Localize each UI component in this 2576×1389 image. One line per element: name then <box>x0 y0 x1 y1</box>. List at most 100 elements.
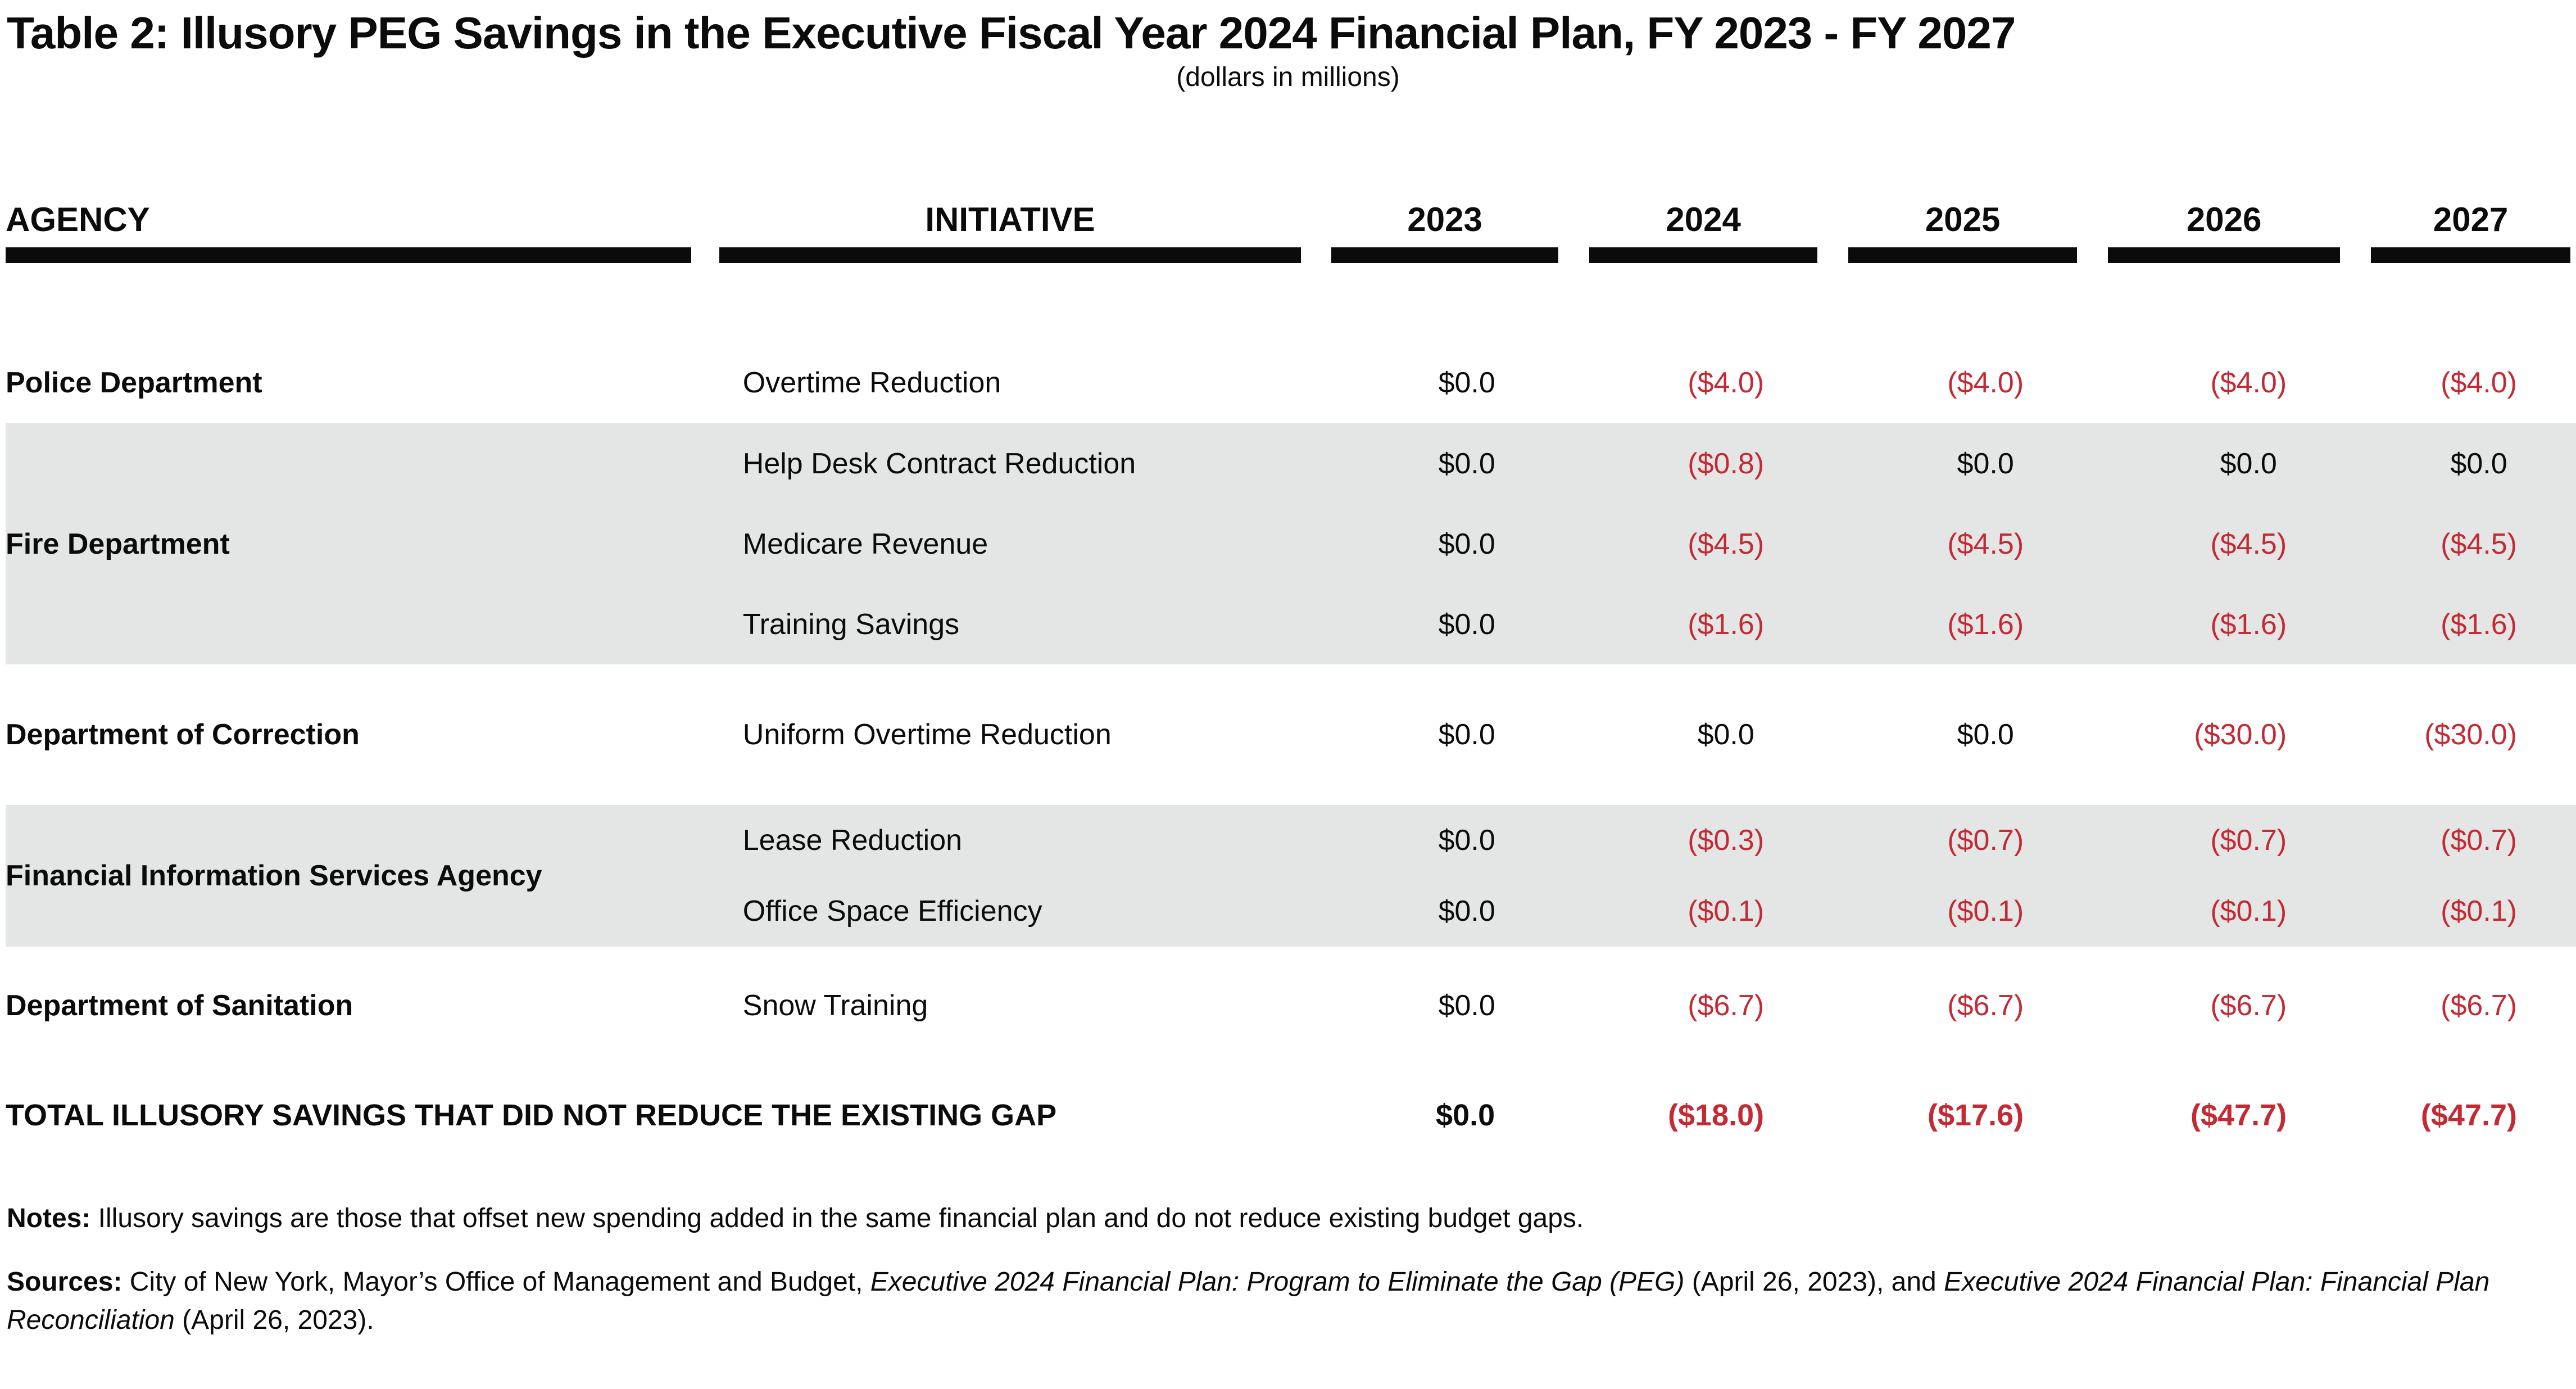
column-header-initiative: INITIATIVE <box>719 92 1331 264</box>
value-cell: $0.0) <box>2108 423 2371 504</box>
value-cell: $0.0) <box>1438 366 1495 399</box>
table-row: Fire Department Help Desk Contract Reduct… <box>6 423 2576 665</box>
agency-label: Financial Information Services Agency <box>6 805 719 947</box>
column-header-label: 2023 <box>1407 201 1482 239</box>
sources-segment: (April 26, 2023). <box>174 1305 374 1336</box>
sources-label: Sources: <box>7 1267 123 1297</box>
value-cell: ($4.0) <box>1947 366 2024 399</box>
value-cell: ($1.6) <box>1589 584 1849 665</box>
header-underline: AGENCY <box>6 201 691 264</box>
total-label: TOTAL ILLUSORY SAVINGS THAT DID NOT REDU… <box>6 1098 1057 1133</box>
spacer-cell <box>6 263 2576 342</box>
value-cell: ($0.3) <box>1589 805 1849 876</box>
initiative-label: Help Desk Contract Reduction <box>719 423 1332 504</box>
value-cell: ($30.0) <box>2194 718 2287 752</box>
value-cell: ($1.6) <box>2108 584 2371 665</box>
column-header-2027: 2027 <box>2371 92 2576 264</box>
column-header-label: 2024 <box>1666 201 1741 239</box>
notes-text: Notes: Illusory savings are those that o… <box>7 1201 2565 1237</box>
column-header-2025: 2025 <box>1848 92 2108 264</box>
value-cell: ($30.0) <box>2424 718 2517 752</box>
value-cell: ($0.1) <box>2108 876 2371 947</box>
header-underline: 2023 <box>1331 201 1559 264</box>
table-title: Table 2: Illusory PEG Savings in the Exe… <box>7 8 2016 58</box>
value-cell: ($0.8) <box>1589 423 1849 504</box>
value-cell: $0.0) <box>1957 718 2014 752</box>
value-cell: ($47.7) <box>2190 1098 2287 1133</box>
value-cell: $0.0) <box>1848 423 2108 504</box>
agency-label: Department of Correction <box>6 718 360 752</box>
total-row: TOTAL ILLUSORY SAVINGS THAT DID NOT REDU… <box>6 1065 2576 1166</box>
value-cell: ($6.7) <box>1947 989 2024 1022</box>
value-cell: ($0.7) <box>1848 805 2108 876</box>
value-cell: $0.0) <box>1331 504 1590 585</box>
value-cell: $0.0) <box>1697 718 1754 752</box>
table-row: Police Department Overtime Reduction $0.0)… <box>6 342 2576 423</box>
initiative-label: Overtime Reduction <box>742 366 1001 399</box>
agency-label: Fire Department <box>6 423 719 665</box>
notes-label: Notes: <box>7 1204 91 1234</box>
initiative-label: Office Space Efficiency <box>719 876 1332 947</box>
agency-label: Department of Sanitation <box>6 989 353 1022</box>
peg-savings-table: AGENCY INITIATIVE 2023 2024 2025 2026 2027 Pol… <box>6 92 2576 1166</box>
value-cell: $0.0) <box>1438 718 1495 752</box>
initiative-label: Snow Training <box>742 989 928 1022</box>
value-cell: ($0.1) <box>1848 876 2108 947</box>
value-cell: $0.0) <box>1438 989 1495 1022</box>
value-cell: ($18.0) <box>1668 1098 1765 1133</box>
value-cell: ($1.6) <box>2371 584 2576 665</box>
header-row: AGENCY INITIATIVE 2023 2024 2025 2026 2027 <box>6 92 2576 264</box>
initiative-label: Uniform Overtime Reduction <box>742 718 1112 752</box>
value-cell: $0.0) <box>1331 423 1590 504</box>
table-subtitle: (dollars in millions) <box>1176 62 1400 92</box>
column-header-2024: 2024 <box>1589 92 1848 264</box>
column-header-2023: 2023 <box>1331 92 1589 264</box>
sources-text: Sources: City of New York, Mayor’s Offic… <box>7 1263 2565 1340</box>
header-underline: 2027 <box>2371 202 2570 264</box>
value-cell: ($47.7) <box>2420 1098 2517 1133</box>
table-row: Office Space Efficiency$0.0)($0.1)($0.1)… <box>6 876 2576 947</box>
value-cell: ($4.0) <box>1688 366 1765 399</box>
sources-segment: City of New York, Mayor’s Office of Mana… <box>122 1267 870 1297</box>
header-underline: 2026 <box>2108 201 2341 264</box>
value-cell: $0.0) <box>1436 1098 1495 1133</box>
value-cell: ($4.5) <box>2108 504 2371 585</box>
value-cell: $0.0) <box>1331 805 1590 876</box>
value-cell: ($6.7) <box>2441 989 2517 1022</box>
initiative-label: Lease Reduction <box>719 805 1332 876</box>
column-header-label: 2026 <box>2186 201 2262 239</box>
table-row: Department of Correction Uniform Overtime… <box>6 664 2576 805</box>
table-row: Financial Information Services Agency Lea… <box>6 805 2576 947</box>
value-cell: ($0.7) <box>2108 805 2371 876</box>
column-header-label: 2025 <box>1925 201 2001 239</box>
value-cell: ($4.5) <box>1589 504 1849 585</box>
sources-body: City of New York, Mayor’s Office of Mana… <box>7 1267 2489 1335</box>
header-underline: 2025 <box>1848 201 2078 264</box>
column-header-label: AGENCY <box>6 201 150 239</box>
value-cell: ($6.7) <box>2210 989 2287 1022</box>
value-cell: $0.0) <box>1331 876 1590 947</box>
value-cell: ($4.5) <box>1848 504 2108 585</box>
column-header-label: INITIATIVE <box>925 201 1095 239</box>
sources-segment-italic: Executive 2024 Financial Plan: Financial… <box>7 1267 2490 1336</box>
header-underline: INITIATIVE <box>719 201 1301 264</box>
table-row: Department of Sanitation Snow Training $0.… <box>6 947 2576 1065</box>
sources-segment: (April 26, 2023), and <box>1684 1267 1944 1297</box>
table-row: Medicare Revenue$0.0)($4.5)($4.5)($4.5)(… <box>6 504 2576 585</box>
value-cell: ($0.1) <box>2371 876 2576 947</box>
initiative-label: Training Savings <box>719 584 1332 665</box>
value-cell: $0.0) <box>2371 423 2576 504</box>
spacer-row <box>6 263 2576 342</box>
column-header-agency: AGENCY <box>6 92 719 264</box>
value-cell: ($0.1) <box>1589 876 1849 947</box>
value-cell: ($17.6) <box>1928 1098 2024 1133</box>
value-cell: ($6.7) <box>1688 989 1765 1022</box>
initiative-label: Medicare Revenue <box>719 504 1332 585</box>
table-body: Police Department Overtime Reduction $0.0)… <box>6 263 2576 1166</box>
table-row: Training Savings$0.0)($1.6)($1.6)($1.6)(… <box>6 584 2576 665</box>
value-cell: ($1.6) <box>1848 584 2108 665</box>
header-underline: 2024 <box>1589 201 1818 264</box>
value-cell: ($4.5) <box>2371 504 2576 585</box>
value-cell: $0.0) <box>1331 584 1590 665</box>
